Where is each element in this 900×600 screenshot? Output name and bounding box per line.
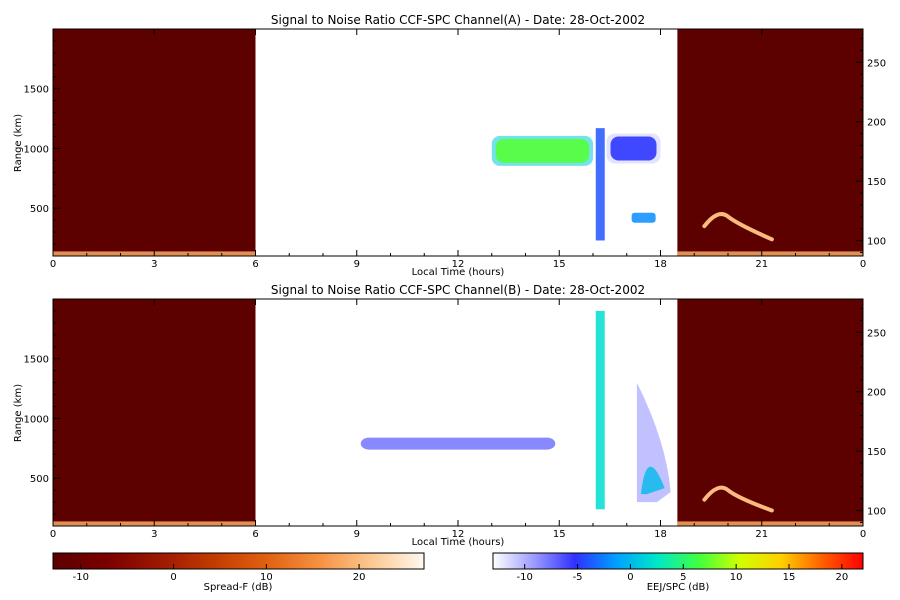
colorbar-spread-f [52, 552, 425, 570]
colorbars: -10 0 10 20 -10 -5 0 5 10 15 20 [52, 552, 864, 583]
colorbar-eej-spc-tick-label: -5 [573, 572, 583, 583]
panel-a-right-ytick-label: 150 [867, 177, 886, 188]
panel-b-ylabel: Range (km) [13, 384, 24, 442]
colorbar-spread-f-label: Spread-F (dB) [204, 582, 273, 593]
colorbar-eej-spc-label: EEJ/SPC (dB) [647, 582, 710, 593]
panel-b-plume-core [640, 466, 665, 495]
panel-b-ytick-label: 1000 [24, 414, 49, 425]
panel-a-ytick-label: 500 [30, 204, 49, 215]
panel-b-nighttime-region [677, 299, 863, 526]
panel-a-ylabel: Range (km) [13, 114, 24, 172]
panel-a-xtick-label: 18 [654, 259, 667, 270]
panel-a-title: Signal to Noise Ratio CCF-SPC Channel(A)… [271, 13, 645, 27]
panel-b-band [360, 437, 556, 450]
panel-b-xtick-label: 18 [654, 529, 667, 540]
panel-a-bottom-layer [677, 251, 863, 256]
panel-b-ytick-label: 1500 [24, 355, 49, 366]
panel-a-ytick-label: 1000 [24, 144, 49, 155]
colorbar-eej-spc-tick-label: 0 [627, 572, 633, 583]
colorbar-spread-f-tick-label: 0 [170, 572, 176, 583]
panel-b-xtick-label: 0 [50, 529, 56, 540]
panel-b-xtick-label: 0 [860, 529, 866, 540]
panel-a-xtick-label: 21 [755, 259, 768, 270]
panel-b-right-ytick-label: 100 [867, 507, 886, 518]
panel-a-xtick-label: 12 [452, 259, 465, 270]
panel-a-plot: 0 3 6 9 12 15 18 21 0 500 1000 1500 100 150 200 250 [24, 28, 886, 270]
colorbar-eej-spc-tick-label: 5 [680, 572, 686, 583]
panel-b-xtick-label: 6 [252, 529, 258, 540]
panel-a-xtick-label: 6 [252, 259, 258, 270]
panel-a-xtick-label: 15 [553, 259, 566, 270]
panel-a-xtick-label: 0 [50, 259, 56, 270]
panel-b-xtick-label: 12 [452, 529, 465, 540]
panel-b-plume-halo [636, 382, 671, 503]
panel-b-bottom-layer [677, 521, 863, 526]
colorbar-spread-f-tick-label: 10 [260, 572, 273, 583]
panel-a-xtick-label: 9 [354, 259, 360, 270]
colorbar-eej-spc [492, 552, 864, 570]
panel-b-arc [702, 485, 774, 513]
panel-b-xtick-label: 9 [354, 529, 360, 540]
panel-b-nighttime-region [53, 299, 256, 526]
panel-b-column [595, 310, 605, 510]
panel-a-column [595, 128, 605, 241]
panel-a-ytick-label: 1500 [24, 85, 49, 96]
panel-a-band [610, 136, 657, 161]
panel-a-arc [702, 212, 774, 242]
panel-a-xtick-label: 0 [860, 259, 866, 270]
panel-b-plot: 0 3 6 9 12 15 18 21 0 500 1000 1500 100 150 200 250 [24, 298, 886, 540]
colorbar-spread-f-tick-label: -10 [73, 572, 89, 583]
panel-a-xlabel: Local Time (hours) [412, 267, 505, 278]
panel-a-right-ytick-label: 200 [867, 118, 886, 129]
panel-b-right-ytick-label: 150 [867, 447, 886, 458]
panel-b-ytick-label: 500 [30, 474, 49, 485]
colorbar-eej-spc-tick-label: -10 [517, 572, 533, 583]
panel-a-blob [631, 212, 656, 223]
panel-a-nighttime-region [677, 29, 863, 256]
panel-a-band [495, 138, 589, 163]
panel-b-xtick-label: 21 [755, 529, 768, 540]
panel-b-xtick-label: 3 [151, 529, 157, 540]
colorbar-eej-spc-tick-label: 15 [783, 572, 796, 583]
panel-b-xtick-label: 15 [553, 529, 566, 540]
panel-a-right-ytick-label: 100 [867, 237, 886, 248]
panel-a: Signal to Noise Ratio CCF-SPC Channel(A)… [13, 13, 886, 278]
colorbar-eej-spc-tick-label: 20 [835, 572, 848, 583]
panel-b-right-ytick-label: 200 [867, 388, 886, 399]
panel-a-nighttime-region [53, 29, 256, 256]
colorbar-eej-spc-tick-label: 10 [730, 572, 743, 583]
panel-b: Signal to Noise Ratio CCF-SPC Channel(B)… [13, 283, 886, 548]
panel-b-title: Signal to Noise Ratio CCF-SPC Channel(B)… [271, 283, 645, 297]
panel-b-right-ytick-label: 250 [867, 328, 886, 339]
colorbar-spread-f-tick-label: 20 [353, 572, 366, 583]
panel-a-xtick-label: 3 [151, 259, 157, 270]
panel-a-right-ytick-label: 250 [867, 58, 886, 69]
panel-b-xlabel: Local Time (hours) [412, 537, 505, 548]
